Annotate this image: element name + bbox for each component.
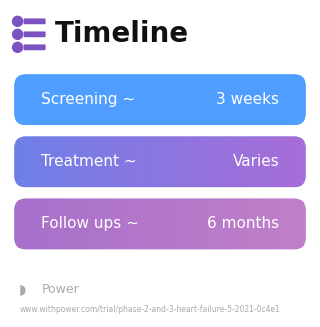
Text: Treatment ~: Treatment ~ xyxy=(41,154,136,169)
Text: www.withpower.com/trial/phase-2-and-3-heart-failure-5-2021-0c4e1: www.withpower.com/trial/phase-2-and-3-he… xyxy=(19,304,280,314)
Text: 3 weeks: 3 weeks xyxy=(216,92,279,107)
Text: Varies: Varies xyxy=(233,154,279,169)
FancyBboxPatch shape xyxy=(14,137,306,187)
Text: ◗: ◗ xyxy=(19,283,27,296)
FancyBboxPatch shape xyxy=(14,74,306,125)
Text: Follow ups ~: Follow ups ~ xyxy=(41,216,139,232)
Circle shape xyxy=(12,42,23,52)
Circle shape xyxy=(12,29,23,39)
Text: 6 months: 6 months xyxy=(207,216,279,232)
Text: Timeline: Timeline xyxy=(55,20,189,48)
Text: Power: Power xyxy=(42,283,79,296)
FancyBboxPatch shape xyxy=(24,31,46,37)
FancyBboxPatch shape xyxy=(24,44,46,50)
FancyBboxPatch shape xyxy=(24,18,46,24)
FancyBboxPatch shape xyxy=(14,198,306,249)
Circle shape xyxy=(12,16,23,26)
Text: Screening ~: Screening ~ xyxy=(41,92,135,107)
